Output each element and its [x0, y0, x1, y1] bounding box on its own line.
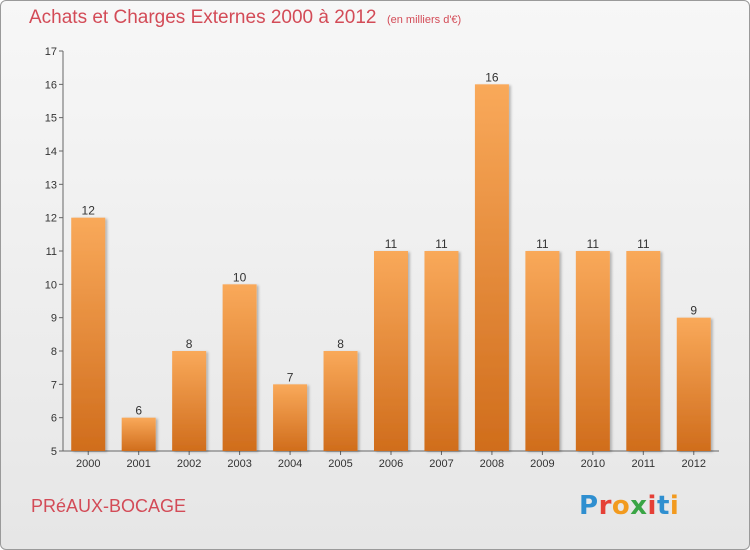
x-tick-label: 2001: [126, 458, 150, 470]
y-tick-label: 13: [45, 179, 57, 191]
bar-value-label: 7: [287, 370, 294, 384]
y-tick-label: 14: [45, 146, 57, 158]
y-tick-label: 10: [45, 279, 57, 291]
x-tick-label: 2012: [682, 458, 706, 470]
bar-value-label: 11: [637, 237, 650, 251]
bar: [172, 351, 207, 451]
bar-value-label: 16: [485, 70, 499, 84]
title-main: Achats et Charges Externes 2000 à 2012: [29, 7, 377, 28]
logo-letter: o: [611, 491, 631, 521]
logo-letter: i: [669, 491, 680, 521]
commune-name: PRéAUX-BOCAGE: [31, 496, 187, 516]
chart-title: Achats et Charges Externes 2000 à 2012 (…: [29, 7, 461, 29]
bar-value-label: 11: [536, 237, 549, 251]
bar: [374, 251, 408, 451]
y-tick-label: 5: [51, 446, 57, 458]
bar: [474, 84, 509, 451]
bar: [424, 251, 459, 451]
logo-letter: P: [579, 491, 599, 521]
bar: [222, 284, 257, 451]
y-tick-label: 6: [51, 413, 57, 425]
logo-letter: i: [647, 491, 657, 521]
y-tick-label: 11: [46, 246, 57, 258]
x-tick-label: 2004: [278, 458, 302, 470]
bar: [626, 251, 661, 451]
bar-value-label: 10: [233, 270, 247, 284]
y-tick-label: 17: [45, 46, 57, 58]
bar-value-label: 8: [337, 337, 344, 351]
x-tick-label: 2006: [379, 458, 403, 470]
bar-value-label: 11: [587, 237, 600, 251]
bar-value-label: 11: [385, 237, 398, 251]
proxiti-logo: Proxiti: [579, 491, 679, 521]
x-tick-label: 2003: [227, 458, 251, 470]
title-unit: (en milliers d'€): [386, 14, 462, 26]
bar-value-labels: 12 6 8 10 7 8 11 11 16 11 11 11 9: [82, 70, 698, 417]
bar-value-label: 8: [186, 337, 193, 351]
x-tick-label: 2000: [76, 458, 100, 470]
x-tick-label: 2010: [581, 458, 605, 470]
y-tick-label: 8: [51, 346, 57, 358]
x-tick-label: 2002: [177, 458, 201, 470]
y-tick-label: 12: [45, 213, 57, 225]
y-tick-label: 16: [45, 79, 57, 91]
bar-value-label: 6: [135, 404, 142, 418]
bars: [71, 84, 711, 451]
x-tick-label: 2008: [480, 458, 504, 470]
bar: [525, 251, 560, 451]
bar: [71, 217, 106, 451]
logo-letter: x: [630, 491, 648, 521]
bar-value-label: 11: [435, 237, 448, 251]
bar: [323, 351, 358, 451]
x-tick-label: 2009: [530, 458, 554, 470]
bar-value-label: 12: [82, 204, 96, 218]
bar: [273, 384, 308, 451]
x-tick-label: 2005: [328, 458, 352, 470]
y-tick-label: 15: [45, 113, 57, 125]
x-tick-label: 2007: [429, 458, 453, 470]
bar: [121, 417, 156, 451]
bar: [676, 317, 711, 451]
logo-letter: r: [598, 491, 612, 521]
x-tick-label: 2011: [631, 458, 655, 470]
logo-letter: t: [656, 491, 670, 521]
bar: [575, 251, 610, 451]
bar-value-label: 9: [690, 304, 697, 318]
y-tick-label: 9: [51, 313, 57, 325]
y-tick-label: 7: [51, 379, 57, 391]
